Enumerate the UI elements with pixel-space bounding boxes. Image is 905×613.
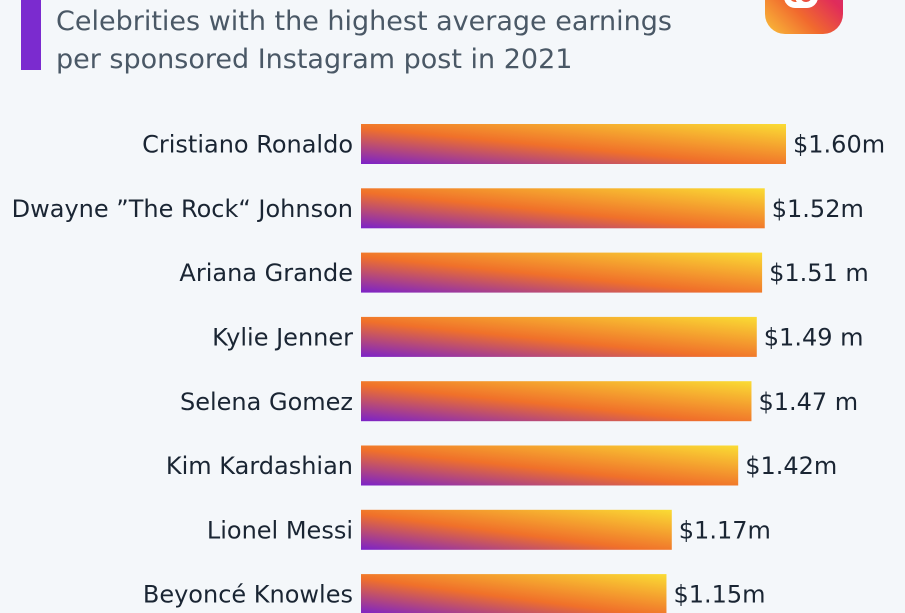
bar: [361, 574, 667, 613]
category-label: Beyoncé Knowles: [143, 581, 353, 609]
value-label: $1.49 m: [764, 324, 864, 352]
bar-row: Selena Gomez $1.47 m: [180, 381, 858, 422]
bar-row: Kylie Jenner $1.49 m: [212, 316, 864, 357]
bar: [361, 124, 786, 164]
category-label: Lionel Messi: [207, 516, 353, 544]
category-label: Selena Gomez: [180, 388, 353, 416]
bar-row: Dwayne ”The Rock“ Johnson $1.52m: [12, 188, 864, 229]
bar: [361, 445, 739, 486]
chart-title-line-1: Celebrities with the highest average ear…: [56, 6, 672, 37]
category-label: Dwayne ”The Rock“ Johnson: [12, 195, 353, 223]
bar-row: Ariana Grande $1.51 m: [179, 252, 869, 293]
bar-row: Kim Kardashian $1.42m: [166, 445, 837, 486]
category-label: Kim Kardashian: [166, 452, 353, 480]
bar: [361, 252, 763, 293]
chart-title-line-2: per sponsored Instagram post in 2021: [56, 44, 573, 75]
bar: [361, 381, 752, 422]
value-label: $1.60m: [793, 131, 885, 159]
value-label: $1.47 m: [758, 388, 858, 416]
value-label: $1.42m: [745, 452, 837, 480]
value-label: $1.51 m: [769, 259, 869, 287]
value-label: $1.17m: [679, 516, 771, 544]
chart-title: Celebrities with the highest average ear…: [56, 3, 672, 79]
bar: [361, 316, 757, 357]
instagram-icon: [765, 0, 843, 34]
title-accent-bar: [21, 0, 41, 70]
bar: [361, 509, 672, 550]
value-label: $1.15m: [673, 581, 765, 609]
bar-series: Cristiano Ronaldo $1.60m Dwayne ”The Rock“…: [12, 124, 885, 613]
bar-row: Beyoncé Knowles $1.15m: [143, 574, 766, 613]
bar: [361, 188, 765, 229]
category-label: Cristiano Ronaldo: [142, 131, 353, 159]
instagram-camera-ring: [784, 0, 818, 8]
category-label: Kylie Jenner: [212, 324, 353, 352]
bar-row: Cristiano Ronaldo $1.60m: [142, 124, 885, 164]
bar-row: Lionel Messi $1.17m: [207, 509, 771, 550]
category-label: Ariana Grande: [179, 259, 353, 287]
value-label: $1.52m: [772, 195, 864, 223]
